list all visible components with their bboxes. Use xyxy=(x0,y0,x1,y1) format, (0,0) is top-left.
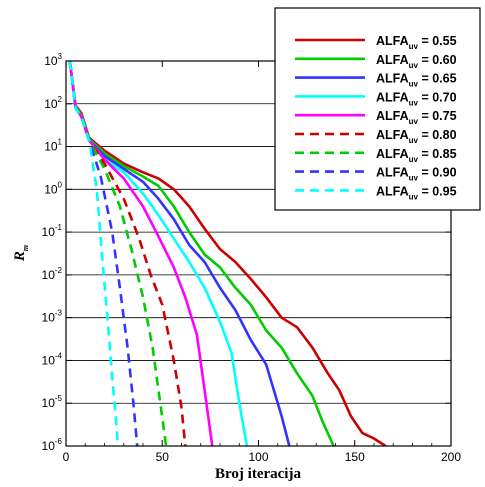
series-line-7 xyxy=(68,61,168,446)
legend-label-2: ALFAuv = 0.60 xyxy=(376,53,457,70)
y-tick-label: 101 xyxy=(44,138,62,154)
x-axis-title: Broj iteracija xyxy=(215,466,301,482)
x-tick-label: 50 xyxy=(156,450,170,464)
svg-text:Rm: Rm xyxy=(12,245,30,262)
y-tick-label: 102 xyxy=(44,95,62,111)
legend-label-7: ALFAuv = 0.85 xyxy=(376,147,457,164)
legend-box xyxy=(274,7,481,211)
series-line-1 xyxy=(68,61,387,446)
series-line-6 xyxy=(68,61,187,446)
y-tick-label: 103 xyxy=(44,52,62,68)
legend-label-9: ALFAuv = 0.95 xyxy=(376,184,457,201)
y-tick-label: 10-5 xyxy=(42,394,63,410)
x-tick-label: 150 xyxy=(345,450,365,464)
axis-ticks: 103 102 101 100 10-1 10-2 10-3 10-4 10-5 10-60 50 1… xyxy=(42,52,462,464)
x-tick-label: 200 xyxy=(441,450,461,464)
series-lines xyxy=(68,61,387,446)
y-tick-label: 100 xyxy=(44,180,62,196)
y-axis-title-main: R xyxy=(12,251,28,262)
y-axis-title: Rm xyxy=(12,245,30,262)
y-tick-label: 10-1 xyxy=(42,223,63,239)
legend-label-3: ALFAuv = 0.65 xyxy=(376,72,457,89)
legend-label-8: ALFAuv = 0.90 xyxy=(376,166,457,183)
y-tick-label: 10-4 xyxy=(42,351,63,367)
series-line-4 xyxy=(68,61,249,446)
series-line-8 xyxy=(68,61,139,446)
y-axis-title-sub: m xyxy=(21,245,30,251)
x-tick-label: 0 xyxy=(63,450,70,464)
legend-label-1: ALFAuv = 0.55 xyxy=(376,34,457,51)
series-line-5 xyxy=(68,61,214,446)
y-tick-label: 10-2 xyxy=(42,266,63,282)
series-line-9 xyxy=(68,61,120,446)
y-tick-label: 10-3 xyxy=(42,309,63,325)
x-tick-label: 100 xyxy=(248,450,268,464)
y-tick-label: 10-6 xyxy=(42,437,63,453)
legend-label-6: ALFAuv = 0.80 xyxy=(376,128,457,145)
legend-label-4: ALFAuv = 0.70 xyxy=(376,90,457,107)
legend-label-5: ALFAuv = 0.75 xyxy=(376,109,457,126)
